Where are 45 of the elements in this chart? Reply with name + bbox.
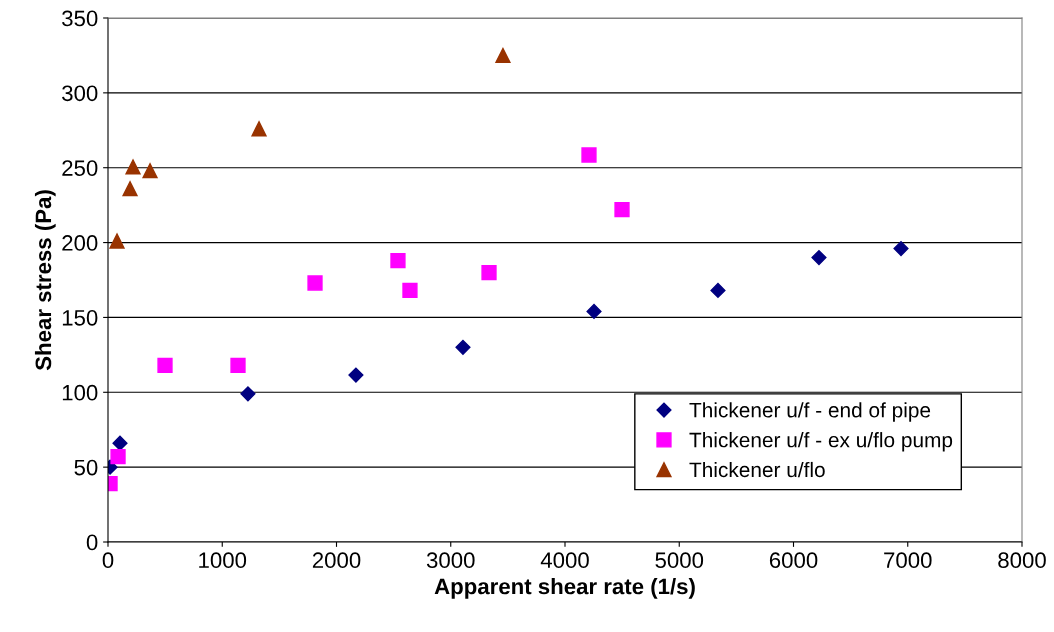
y-tick-label: 50 (74, 459, 98, 476)
point (390, 252, 406, 269)
y-tick-label: 300 (62, 85, 98, 102)
y-tick-label: 100 (62, 384, 98, 401)
point (402, 282, 418, 299)
x-tick-label: 5000 (655, 552, 704, 569)
point (710, 282, 726, 299)
point (811, 249, 827, 266)
point (586, 303, 602, 320)
y-tick-label: 350 (62, 10, 98, 27)
point (109, 233, 125, 249)
y-axis-title: Shear stress (Pa) (34, 190, 56, 371)
point (230, 357, 246, 373)
point (481, 264, 497, 281)
point (251, 121, 267, 137)
point (122, 181, 138, 197)
x-tick-label: 3000 (426, 552, 475, 569)
x-tick-label: 4000 (540, 552, 589, 569)
point (157, 357, 173, 373)
point (112, 435, 128, 451)
point (110, 449, 126, 465)
point (495, 47, 511, 64)
point (348, 367, 364, 383)
legend-label: Thickener u/f - ex u/flo pump (689, 432, 953, 452)
x-axis-title: Apparent shear rate (1/s) (434, 577, 695, 599)
point (307, 275, 323, 291)
point (614, 201, 630, 218)
point (125, 159, 141, 175)
legend-label: Thickener u/flo (689, 461, 825, 478)
y-tick-label: 250 (62, 160, 98, 176)
x-tick-label: 8000 (998, 552, 1046, 569)
y-tick-label: 150 (62, 309, 98, 326)
point (893, 240, 909, 257)
x-tick-label: 2000 (312, 552, 361, 569)
point (142, 163, 158, 179)
y-tick-label: 200 (62, 235, 98, 251)
x-tick-label: 6000 (769, 552, 818, 569)
x-tick-label: 7000 (884, 552, 932, 569)
y-tick-label: 0 (86, 534, 98, 551)
point (581, 147, 597, 163)
x-tick-label: 1000 (199, 552, 247, 569)
x-tick-label: 0 (102, 552, 114, 569)
point (240, 386, 256, 402)
point (455, 339, 471, 355)
legend-label: Thickener u/f - end of pipe (689, 402, 931, 422)
